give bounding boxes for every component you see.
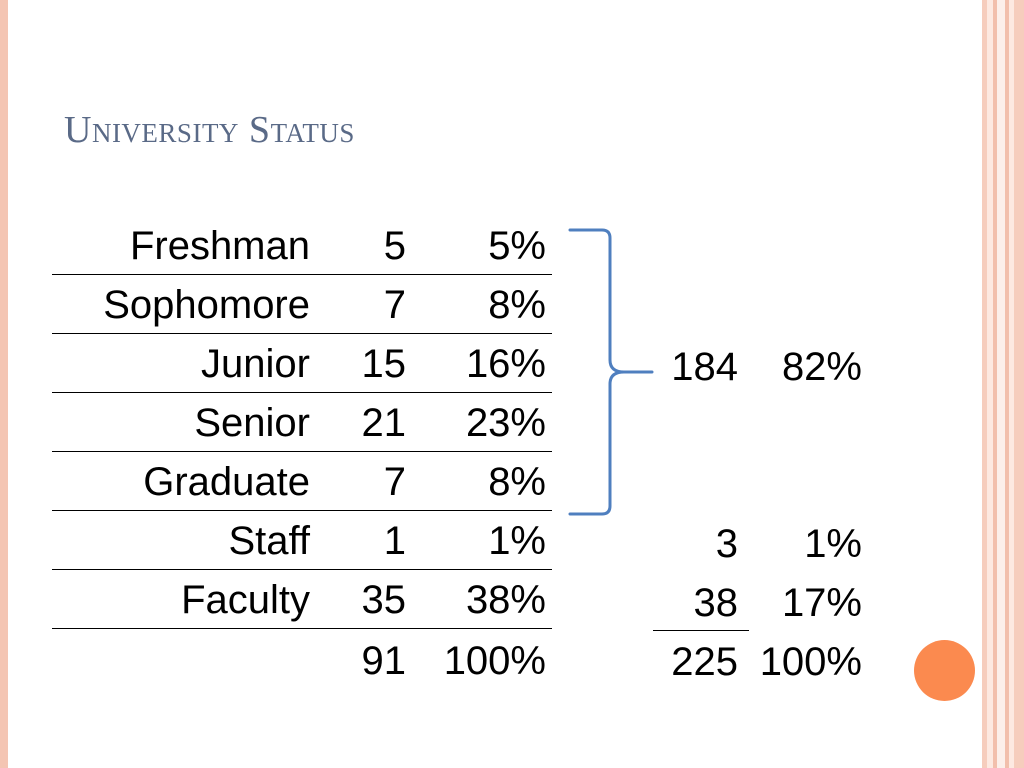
summary-underline	[653, 630, 749, 631]
grand-total-count: 225	[671, 640, 738, 684]
row-percent: 8%	[488, 460, 546, 504]
row-count: 7	[383, 283, 406, 327]
row-count: 35	[361, 578, 407, 622]
row-label: Junior	[201, 342, 310, 386]
left-border-strip	[0, 0, 8, 768]
grand-total-percent: 100%	[759, 640, 862, 684]
row-percent: 38%	[465, 578, 546, 622]
total-percent: 100%	[443, 639, 546, 683]
table-total-row: 91 100%	[52, 630, 552, 689]
row-count: 5	[383, 224, 406, 268]
row-label: Graduate	[143, 460, 310, 504]
table-row: Junior 15 16%	[52, 333, 552, 393]
table-row: Faculty 35 38%	[52, 569, 552, 629]
table-row: Graduate 7 8%	[52, 451, 552, 511]
table-row: Sophomore 7 8%	[52, 274, 552, 334]
table-row: Staff 1 1%	[52, 510, 552, 570]
row-label: Sophomore	[103, 283, 310, 327]
faculty-percent: 17%	[781, 581, 862, 625]
total-count: 91	[361, 639, 407, 683]
table-row: Senior 21 23%	[52, 392, 552, 452]
staff-count: 3	[715, 522, 738, 566]
row-percent: 23%	[465, 401, 546, 445]
slide-title: University Status	[64, 109, 355, 151]
row-label: Faculty	[181, 578, 310, 622]
row-percent: 1%	[488, 519, 546, 563]
row-label: Senior	[194, 401, 310, 445]
row-label: Staff	[228, 519, 310, 563]
faculty-count: 38	[693, 581, 739, 625]
row-count: 1	[383, 519, 406, 563]
students-percent: 82%	[781, 345, 862, 389]
row-count: 21	[361, 401, 407, 445]
row-count: 7	[383, 460, 406, 504]
decorative-right-stripes	[976, 0, 1024, 768]
staff-percent: 1%	[804, 522, 862, 566]
accent-circle	[914, 640, 975, 701]
row-percent: 16%	[465, 342, 546, 386]
row-label: Freshman	[129, 224, 310, 268]
right-brace	[568, 228, 654, 516]
row-percent: 8%	[488, 283, 546, 327]
row-percent: 5%	[488, 224, 546, 268]
row-count: 15	[361, 342, 407, 386]
table-row: Freshman 5 5%	[52, 215, 552, 275]
students-count: 184	[671, 345, 738, 389]
